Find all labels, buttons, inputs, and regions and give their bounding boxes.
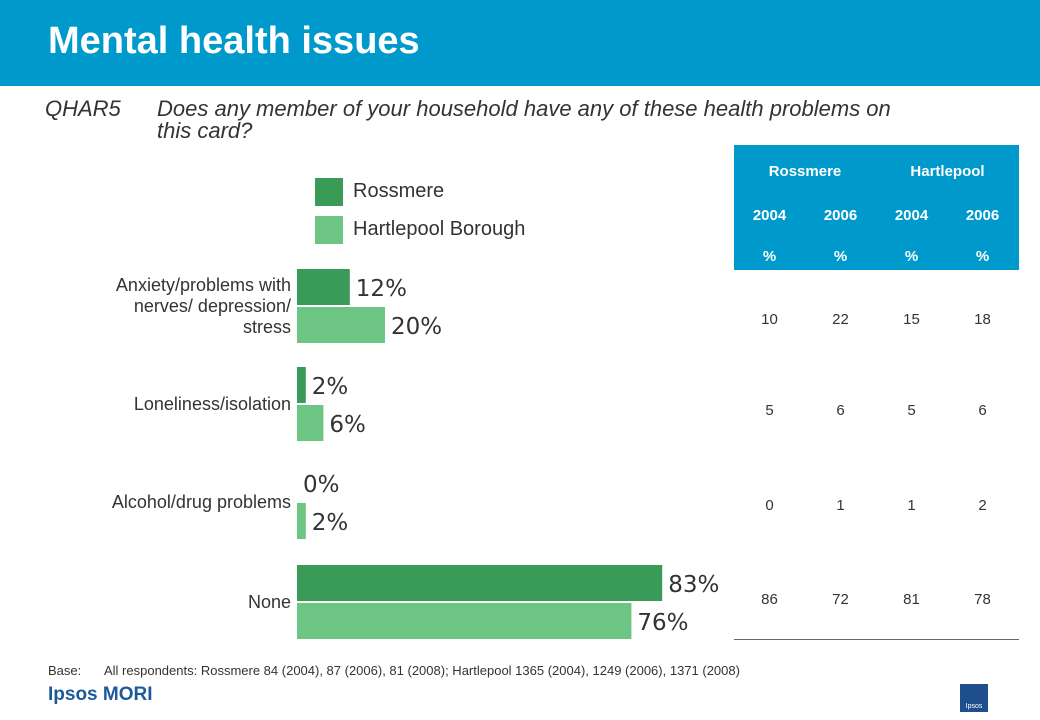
table-cell: 81	[903, 591, 920, 608]
header-banner: Mental health issues	[0, 0, 1040, 86]
table-cell: 10	[761, 311, 778, 328]
data-label: 83%	[668, 572, 719, 598]
bar-rossmere	[297, 565, 663, 601]
bar-rossmere	[297, 269, 350, 305]
data-label: 20%	[391, 314, 442, 340]
table-cell: 18	[974, 311, 991, 328]
table-unit: %	[975, 248, 990, 265]
data-label: 2%	[312, 374, 349, 400]
table-cell: 0	[765, 497, 774, 514]
table-cell: 15	[903, 311, 920, 328]
data-label: 6%	[329, 412, 366, 438]
bar-hartlepool	[297, 603, 632, 639]
table-year: 2006	[823, 207, 858, 224]
bar-hartlepool	[297, 307, 385, 343]
logo-text: Ipsos	[965, 703, 983, 710]
table-header: Rossmere Hartlepool 2004 2006 2004 2006 …	[734, 145, 1019, 270]
legend-label-hartlepool: Hartlepool Borough	[353, 218, 526, 240]
category-label: Anxiety/problems with nerves/ depression/…	[116, 275, 291, 337]
table-unit: %	[762, 248, 777, 265]
legend-swatch-hartlepool	[315, 216, 343, 244]
table-cell: 5	[907, 402, 916, 419]
table-cell: 5	[765, 402, 774, 419]
brand-logo: Ipsos MORI	[48, 684, 153, 705]
table-cell: 22	[832, 311, 849, 328]
table-cell: 2	[978, 497, 987, 514]
category-label: Loneliness/isolation	[134, 394, 291, 414]
table-cell: 86	[761, 591, 778, 608]
legend-label-rossmere: Rossmere	[353, 180, 445, 202]
ipsos-logo-icon: Ipsos	[960, 684, 988, 712]
data-label: 76%	[637, 610, 688, 636]
category-label: None	[248, 592, 291, 612]
question-code: QHAR5	[45, 96, 121, 121]
data-label: 0%	[303, 472, 340, 498]
data-label: 12%	[356, 276, 407, 302]
table-cell: 6	[836, 402, 845, 419]
table-cell: 72	[832, 591, 849, 608]
table-year: 2004	[752, 207, 787, 224]
legend-swatch-rossmere	[315, 178, 343, 206]
table-cell: 1	[836, 497, 845, 514]
data-label: 2%	[312, 510, 349, 536]
table-year: 2006	[965, 207, 1000, 224]
question-text: Does any member of your household have a…	[157, 96, 891, 143]
base-label: Base:	[48, 663, 82, 678]
category-label: Alcohol/drug problems	[112, 492, 291, 512]
table-cell: 1	[907, 497, 916, 514]
bar-hartlepool	[297, 503, 306, 539]
base-text: All respondents: Rossmere 84 (2004), 87 …	[104, 663, 740, 678]
table-cell: 6	[978, 402, 987, 419]
table-unit: %	[833, 248, 848, 265]
bar-rossmere	[297, 367, 306, 403]
table-bottom-rule	[734, 639, 1019, 640]
table-group-rossmere: Rossmere	[768, 163, 842, 180]
table-group-hartlepool: Hartlepool	[910, 163, 985, 180]
table-year: 2004	[894, 207, 929, 224]
table-cell: 78	[974, 591, 991, 608]
page-title: Mental health issues	[48, 20, 420, 62]
bar-hartlepool	[297, 405, 324, 441]
table-unit: %	[904, 248, 919, 265]
